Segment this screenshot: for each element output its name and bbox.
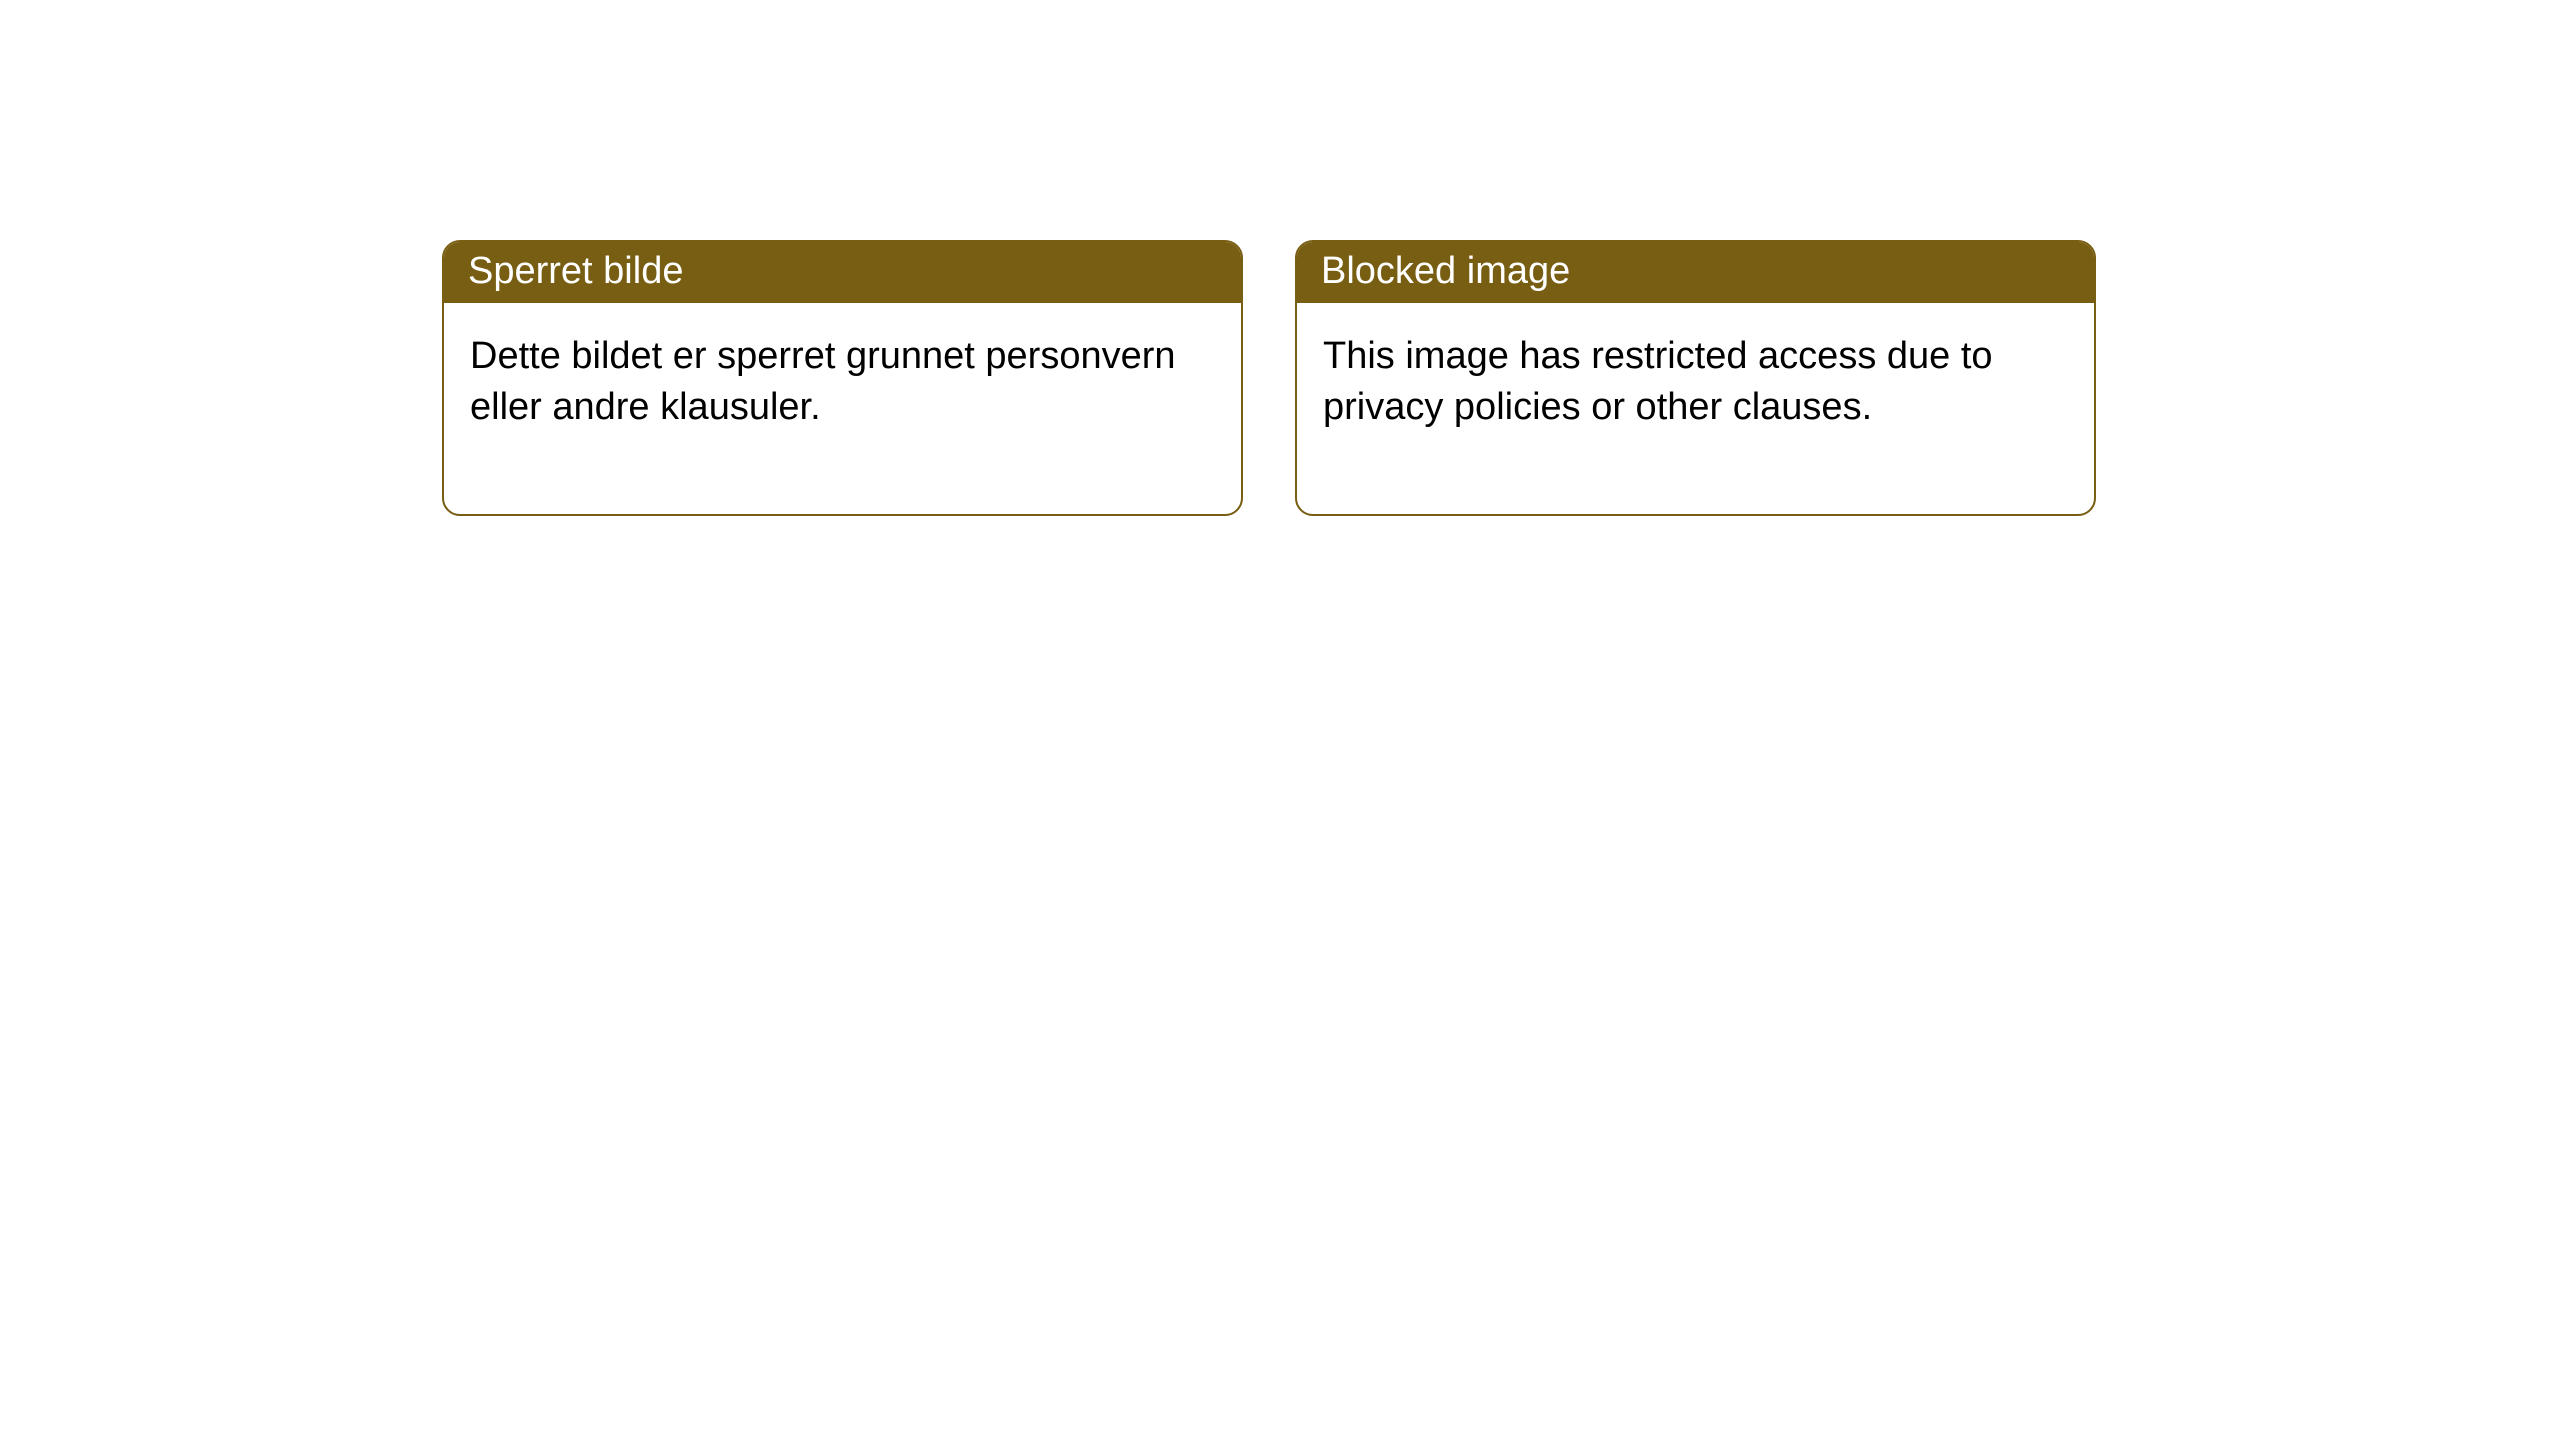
notice-body: Dette bildet er sperret grunnet personve… (444, 303, 1241, 514)
notice-box-norwegian: Sperret bilde Dette bildet er sperret gr… (442, 240, 1243, 516)
notice-title: Blocked image (1297, 242, 2094, 303)
notice-container: Sperret bilde Dette bildet er sperret gr… (442, 240, 2096, 516)
notice-title: Sperret bilde (444, 242, 1241, 303)
notice-box-english: Blocked image This image has restricted … (1295, 240, 2096, 516)
notice-body: This image has restricted access due to … (1297, 303, 2094, 514)
